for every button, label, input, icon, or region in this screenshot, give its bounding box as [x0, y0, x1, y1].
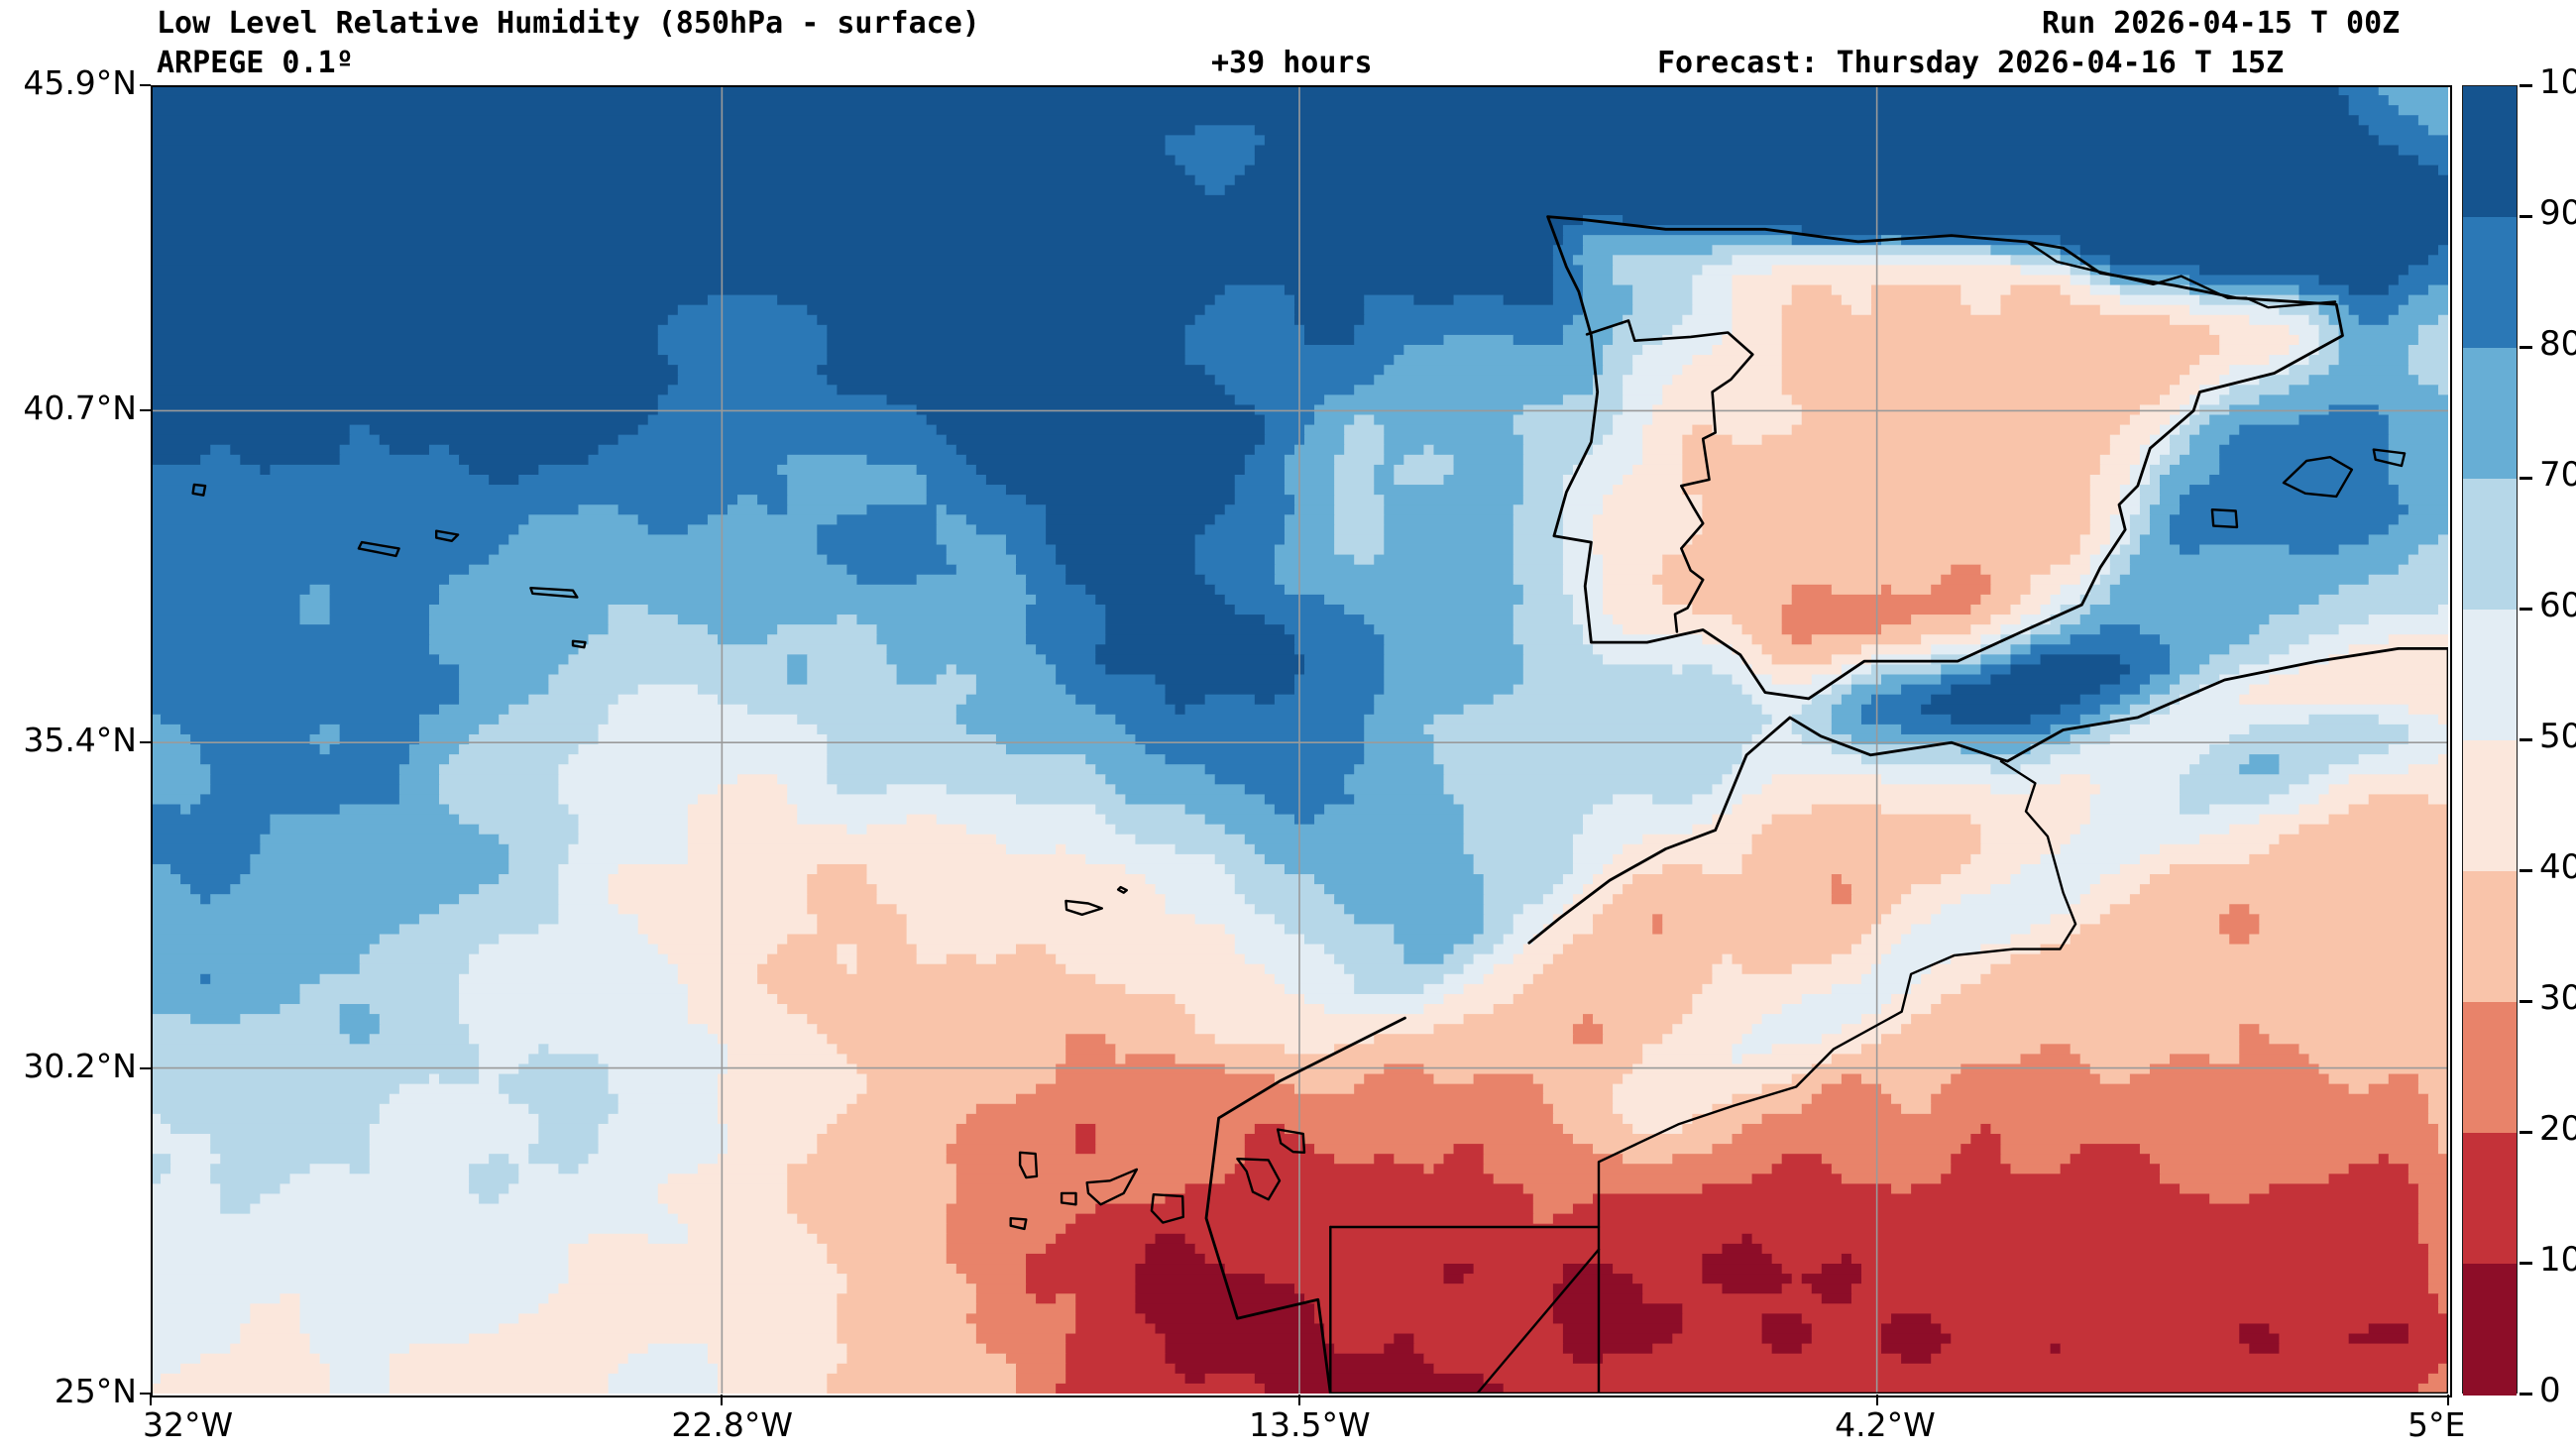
border-portugal-spain [1585, 319, 1754, 633]
colorbar-tick [2520, 215, 2532, 218]
colorbar-band [2463, 348, 2517, 480]
island-la-palma [1018, 1151, 1039, 1179]
colorbar-tick [2520, 869, 2532, 872]
y-tick-label: 25°N [54, 1372, 137, 1410]
colorbar-tick [2520, 477, 2532, 480]
x-tick [1298, 1395, 1300, 1405]
y-tick [140, 1066, 151, 1069]
island-mallorca [2282, 456, 2354, 499]
island-madeira [1064, 899, 1103, 916]
page-title: Low Level Relative Humidity (850hPa - su… [157, 6, 980, 41]
colorbar-tick-label: 80 [2539, 324, 2576, 364]
colorbar-tick-label: 50 [2539, 717, 2576, 756]
colorbar-band [2463, 1133, 2517, 1265]
y-tick [140, 84, 151, 86]
colorbar-tick [2520, 738, 2532, 741]
y-tick [140, 409, 151, 412]
colorbar-band [2463, 610, 2517, 741]
colorbar-band [2463, 1002, 2517, 1134]
map-plot-area [151, 85, 2448, 1394]
y-tick-label: 30.2°N [23, 1046, 137, 1085]
x-tick [150, 1395, 152, 1405]
island-porto-santo [1116, 885, 1128, 894]
y-tick [140, 741, 151, 744]
colorbar-tick-label: 30 [2539, 978, 2576, 1018]
x-tick-label: 22.8°W [671, 1405, 793, 1444]
x-tick [2447, 1395, 2449, 1405]
colorbar-tick [2520, 608, 2532, 611]
x-tick-label: 13.5°W [1249, 1405, 1371, 1444]
y-tick-label: 45.9°N [23, 63, 137, 102]
border-morocco-algeria [1597, 759, 2077, 1394]
island-gran-canaria [1150, 1193, 1184, 1224]
coastline-north-africa [1204, 647, 2448, 1394]
island-terceira [435, 529, 460, 542]
colorbar-tick-label: 40 [2539, 847, 2576, 887]
island-ibiza [2210, 508, 2239, 529]
colorbar-band [2463, 217, 2517, 349]
run-label: Run 2026-04-15 T 00Z [2042, 6, 2401, 41]
colorbar-tick-label: 20 [2539, 1109, 2576, 1149]
colorbar-tick [2520, 1131, 2532, 1134]
colorbar-tick [2520, 84, 2532, 87]
island-faial-pico [357, 540, 400, 558]
island-lanzarote [1276, 1128, 1306, 1154]
border-western-sahara-diagonal [1475, 1248, 1601, 1394]
colorbar-band [2463, 871, 2517, 1003]
colorbar-band [2463, 479, 2517, 611]
x-tick-label: 32°W [143, 1405, 234, 1444]
colorbar-tick-label: 100 [2539, 62, 2576, 102]
colorbar-tick-label: 70 [2539, 455, 2576, 495]
model-label: ARPEGE 0.1º [157, 46, 354, 80]
colorbar-tick-label: 0 [2539, 1371, 2561, 1410]
island-sao-miguel [529, 587, 579, 599]
island-menorca [2372, 448, 2407, 468]
colorbar-tick [2520, 1000, 2532, 1003]
island-fuerteventura [1236, 1158, 1282, 1201]
x-tick [1875, 1395, 1878, 1405]
x-tick [721, 1395, 724, 1405]
colorbar-tick [2520, 346, 2532, 349]
colorbar-band [2463, 740, 2517, 872]
colorbar-band [2463, 1264, 2517, 1396]
island-el-hierro [1009, 1217, 1028, 1231]
colorbar-tick-label: 60 [2539, 586, 2576, 625]
border-france-spain [2027, 242, 2337, 309]
coastline-iberia [1546, 215, 2344, 701]
humidity-contour-field [151, 85, 2448, 1394]
island-la-gomera [1060, 1191, 1077, 1206]
island-flores [191, 483, 207, 497]
island-santa-maria [571, 639, 587, 649]
island-tenerife [1085, 1168, 1139, 1206]
lead-time-label: +39 hours [1211, 46, 1373, 80]
colorbar-tick-label: 10 [2539, 1240, 2576, 1280]
x-tick-label: 5°E [2408, 1405, 2466, 1444]
y-tick-label: 35.4°N [23, 721, 137, 760]
colorbar-tick [2520, 1262, 2532, 1265]
colorbar-band [2463, 86, 2517, 218]
forecast-valid-label: Forecast: Thursday 2026-04-16 T 15Z [1657, 46, 2285, 80]
colorbar-tick-label: 90 [2539, 193, 2576, 233]
colorbar-tick [2520, 1393, 2532, 1396]
y-tick-label: 40.7°N [23, 389, 137, 428]
x-tick-label: 4.2°W [1835, 1405, 1936, 1444]
colorbar [2462, 85, 2518, 1396]
y-tick [140, 1393, 151, 1395]
